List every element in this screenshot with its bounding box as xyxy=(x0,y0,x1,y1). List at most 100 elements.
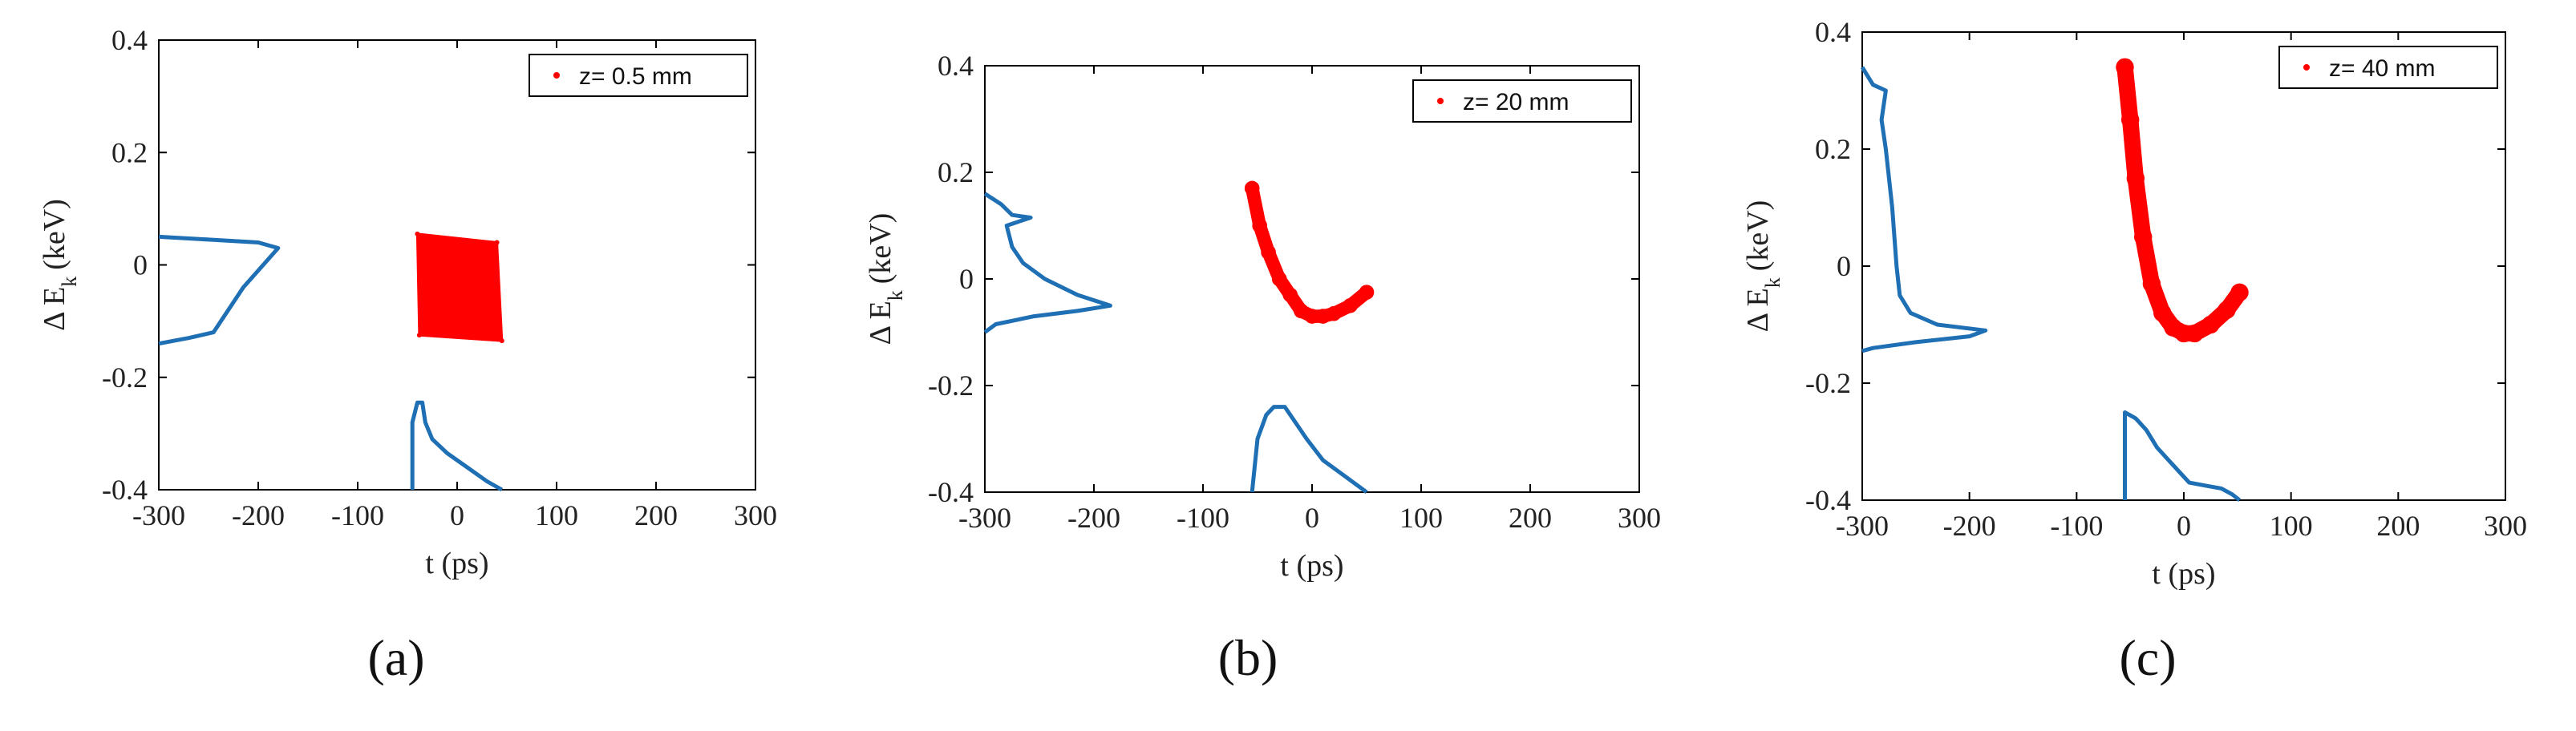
legend-marker xyxy=(2303,64,2310,71)
time-histogram-line xyxy=(410,400,504,492)
time-histogram-line xyxy=(2123,410,2242,502)
x-tick-label: 100 xyxy=(1399,502,1443,534)
y-axis-label-unit: (keV) xyxy=(38,199,71,270)
x-tick-label: -100 xyxy=(2050,510,2103,542)
y-tick-label: -0.4 xyxy=(1805,484,1851,516)
panel-caption: (c) xyxy=(2119,629,2176,686)
x-tick-label: -200 xyxy=(232,499,285,531)
y-tick-label: 0 xyxy=(959,263,974,295)
x-tick-label: -300 xyxy=(132,499,185,531)
x-tick-label: 300 xyxy=(734,499,777,531)
y-axis-label-sub: k xyxy=(884,290,907,301)
scatter-point xyxy=(1282,287,1298,303)
scatter-point xyxy=(2133,228,2153,246)
x-tick-label: 300 xyxy=(2484,510,2527,542)
scatter-point xyxy=(494,240,500,245)
y-tick-label: -0.2 xyxy=(928,370,974,402)
scatter-point xyxy=(2120,111,2140,129)
y-axis-label-unit: (keV) xyxy=(1741,200,1775,272)
legend-box xyxy=(2278,46,2498,89)
panel-caption: (b) xyxy=(1218,629,1278,686)
energy-histogram-line xyxy=(1860,66,1988,353)
y-tick-label: 0.4 xyxy=(111,24,148,56)
y-tick-label: -0.2 xyxy=(102,361,148,394)
legend-box xyxy=(529,54,748,97)
legend-marker xyxy=(1437,98,1444,104)
x-tick-label: 0 xyxy=(450,499,464,531)
y-axis-label-sub: k xyxy=(1761,277,1784,288)
x-tick-label: 200 xyxy=(2376,510,2420,542)
y-axis-label-main: Δ E xyxy=(1741,288,1775,332)
x-axis-label: t (ps) xyxy=(425,547,488,580)
chart-panel-1: -300 -200 -100 0 100 200 300 -0.4 -0.2 0 0.2 0.4 t (… xyxy=(38,24,777,686)
x-tick-label: 200 xyxy=(1509,502,1552,534)
scatter-point xyxy=(2142,274,2161,293)
scatter-point xyxy=(1326,305,1342,321)
scatter-point xyxy=(2218,301,2236,319)
x-tick-label: 300 xyxy=(1618,502,1661,534)
scatter-point xyxy=(2126,169,2145,188)
x-tick-label: -100 xyxy=(1177,502,1229,534)
scatter-point xyxy=(415,231,420,236)
y-tick-label: -0.4 xyxy=(102,474,148,506)
x-tick-label: -200 xyxy=(1067,502,1120,534)
scatter-point xyxy=(1261,244,1276,260)
scatter-points xyxy=(2116,59,2248,342)
plot-frame xyxy=(984,65,1640,493)
x-tick-label: -300 xyxy=(1836,510,1889,542)
x-tick-label: 100 xyxy=(2270,510,2313,542)
y-axis-label: Δ Ek (keV) xyxy=(864,213,907,345)
y-tick-label: 0 xyxy=(133,249,148,281)
scatter-point xyxy=(2153,304,2172,322)
scatter-point xyxy=(1304,309,1320,324)
legend-label: z= 0.5 mm xyxy=(579,63,692,90)
time-histogram-line xyxy=(1250,405,1368,495)
plot-frame xyxy=(1861,31,2506,501)
scatter-point xyxy=(2116,58,2134,77)
scatter-point xyxy=(499,338,504,344)
scatter-point xyxy=(1244,180,1260,196)
x-axis-label: t (ps) xyxy=(2152,557,2215,591)
x-tick-label: 0 xyxy=(2177,510,2191,542)
chart-panel-3: -300 -200 -100 0 100 200 300 -0.4 -0.2 0 0.2 0.4 t (… xyxy=(1741,16,2527,686)
x-axis-label: t (ps) xyxy=(1280,549,1343,583)
scatter-point xyxy=(1271,271,1287,287)
legend-box xyxy=(1412,79,1632,123)
y-axis-label-unit: (keV) xyxy=(864,213,897,285)
scatter-point xyxy=(1252,218,1268,233)
y-axis-label-main: Δ E xyxy=(38,287,71,331)
scatter-point xyxy=(2185,324,2204,343)
energy-histogram-line xyxy=(983,192,1112,334)
x-tick-label: 200 xyxy=(634,499,678,531)
legend-label: z= 20 mm xyxy=(1463,89,1569,115)
legend-marker xyxy=(553,72,560,79)
x-tick-label: -300 xyxy=(958,502,1011,534)
y-axis-label: Δ Ek (keV) xyxy=(1741,200,1784,333)
scatter-point xyxy=(1359,285,1375,300)
x-tick-label: 0 xyxy=(1305,502,1319,534)
y-tick-label: -0.2 xyxy=(1805,367,1851,399)
y-tick-label: 0.4 xyxy=(938,50,974,82)
chart-panel-2: -300 -200 -100 0 100 200 300 -0.4 -0.2 0 0.2 0.4 t (… xyxy=(864,50,1661,686)
scatter-point xyxy=(2230,283,2249,302)
y-tick-label: 0.2 xyxy=(938,156,974,188)
y-tick-label: 0.2 xyxy=(111,136,148,168)
x-tick-label: 100 xyxy=(535,499,578,531)
y-axis-label-main: Δ E xyxy=(864,301,897,345)
y-tick-label: -0.4 xyxy=(928,476,974,508)
scatter-point xyxy=(2201,315,2220,334)
x-tick-label: -200 xyxy=(1943,510,1996,542)
y-axis-label: Δ Ek (keV) xyxy=(38,199,81,331)
x-tick-label: -100 xyxy=(331,499,384,531)
scatter-points xyxy=(415,232,504,342)
scatter-point xyxy=(1343,297,1358,313)
y-tick-label: 0.2 xyxy=(1815,133,1851,165)
y-tick-label: 0.4 xyxy=(1815,16,1851,48)
y-axis-label-sub: k xyxy=(58,277,81,287)
scatter-point xyxy=(416,333,422,338)
energy-histogram-line xyxy=(158,234,281,346)
legend-label: z= 40 mm xyxy=(2329,55,2436,82)
y-tick-label: 0 xyxy=(1837,250,1851,282)
panel-caption: (a) xyxy=(367,629,424,686)
